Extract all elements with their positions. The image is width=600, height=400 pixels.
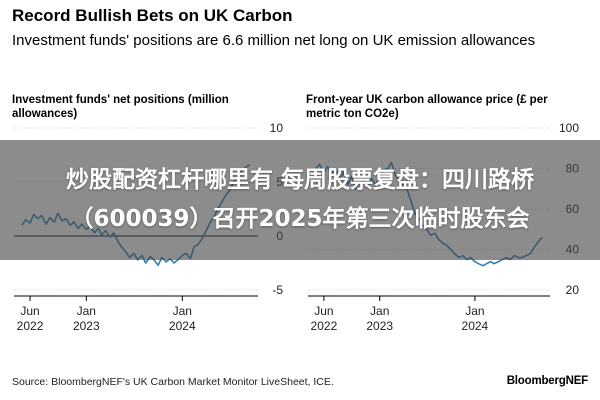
left-y-tick-label-3: -5 bbox=[272, 283, 283, 297]
left-x-tick-label-0: Jun 2022 bbox=[17, 304, 44, 333]
source-note: Source: BloombergNEF's UK Carbon Market … bbox=[12, 376, 334, 388]
right-x-tick-label-0: Jun 2022 bbox=[311, 304, 338, 333]
overlay-headline: 炒股配资杠杆哪里有 每周股票复盘：四川路桥（600039）召开2025年第三次临… bbox=[65, 167, 534, 232]
headline-overlay-banner: 炒股配资杠杆哪里有 每周股票复盘：四川路桥（600039）召开2025年第三次临… bbox=[0, 140, 600, 260]
chart-title: Record Bullish Bets on UK Carbon bbox=[12, 6, 293, 25]
right-x-tick-label-2: Jan 2024 bbox=[462, 304, 489, 333]
right-y-tick-label-4: 20 bbox=[566, 283, 580, 297]
right-x-axis: Jun 2022 Jan 2023 Jan 2024 bbox=[311, 296, 489, 333]
left-x-tick-label-1: Jan 2023 bbox=[73, 304, 100, 333]
right-grid bbox=[308, 127, 550, 297]
left-x-axis: Jun 2022 Jan 2023 Jan 2024 bbox=[17, 296, 196, 333]
chart-subtitle: Investment funds' positions are 6.6 mill… bbox=[12, 32, 536, 49]
left-y-tick-label-0: 10 bbox=[270, 121, 284, 135]
brand-logo: BloombergNEF bbox=[506, 375, 588, 387]
right-x-tick-label-1: Jan 2023 bbox=[366, 304, 393, 333]
right-panel-title: Front-year UK carbon allowance price (£ … bbox=[306, 94, 548, 120]
left-x-tick-label-2: Jan 2024 bbox=[169, 304, 196, 333]
right-y-tick-label-0: 100 bbox=[559, 121, 579, 135]
left-panel-title: Investment funds' net positions (million… bbox=[12, 94, 229, 120]
